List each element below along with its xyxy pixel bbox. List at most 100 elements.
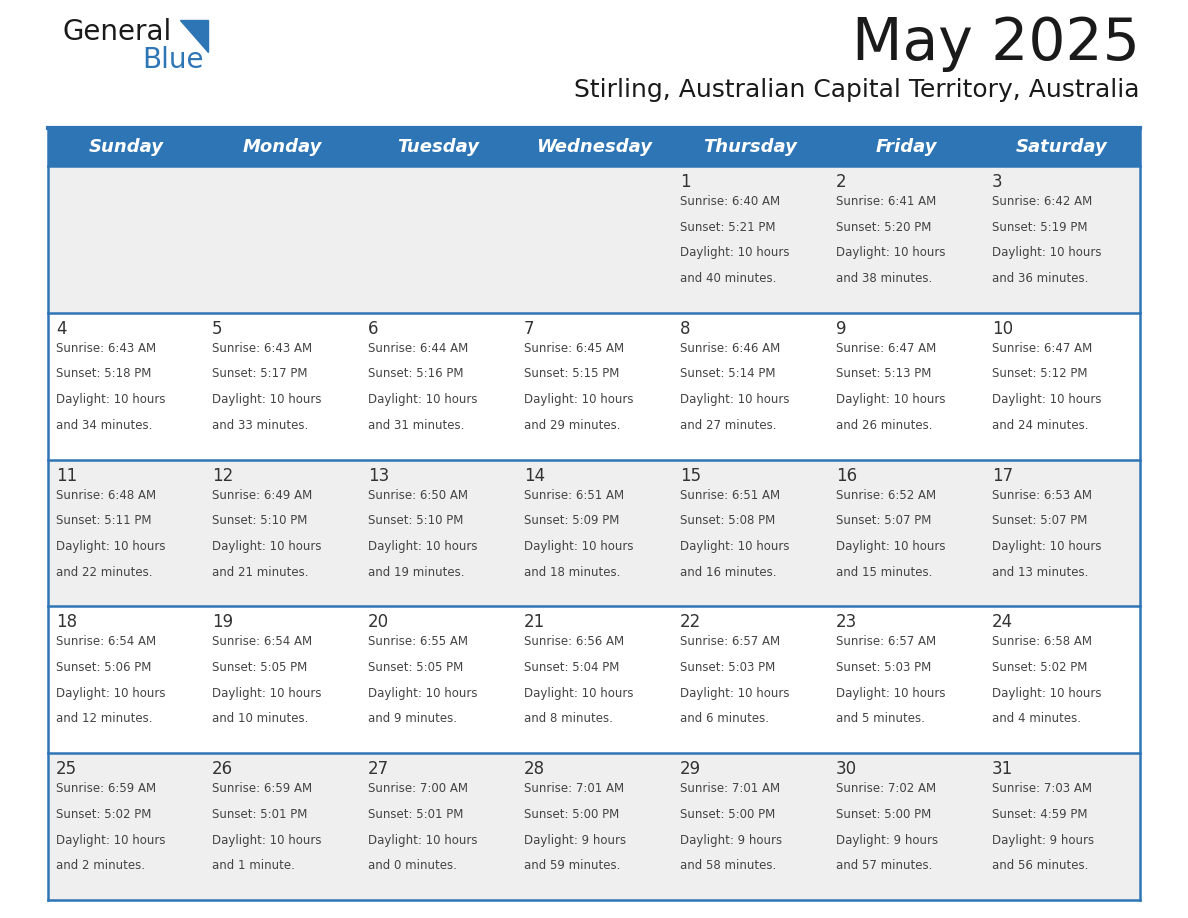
Text: Sunrise: 6:46 AM: Sunrise: 6:46 AM: [680, 341, 781, 354]
Text: and 21 minutes.: and 21 minutes.: [211, 565, 309, 578]
Polygon shape: [181, 20, 208, 52]
Text: Sunset: 5:05 PM: Sunset: 5:05 PM: [211, 661, 308, 674]
Text: Sunset: 5:20 PM: Sunset: 5:20 PM: [836, 220, 931, 234]
Text: and 13 minutes.: and 13 minutes.: [992, 565, 1088, 578]
Text: Daylight: 10 hours: Daylight: 10 hours: [211, 540, 322, 553]
Text: Sunrise: 7:00 AM: Sunrise: 7:00 AM: [368, 782, 468, 795]
Text: Daylight: 10 hours: Daylight: 10 hours: [680, 687, 790, 700]
Text: 19: 19: [211, 613, 233, 632]
Text: Sunset: 5:17 PM: Sunset: 5:17 PM: [211, 367, 308, 380]
Text: and 16 minutes.: and 16 minutes.: [680, 565, 777, 578]
Text: Sunset: 5:06 PM: Sunset: 5:06 PM: [56, 661, 151, 674]
Text: Daylight: 10 hours: Daylight: 10 hours: [992, 687, 1101, 700]
Text: 20: 20: [368, 613, 390, 632]
Text: Sunset: 5:00 PM: Sunset: 5:00 PM: [836, 808, 931, 821]
Text: 26: 26: [211, 760, 233, 778]
Text: Sunrise: 6:42 AM: Sunrise: 6:42 AM: [992, 195, 1092, 208]
Text: Daylight: 9 hours: Daylight: 9 hours: [524, 834, 626, 846]
Text: 28: 28: [524, 760, 545, 778]
Text: 24: 24: [992, 613, 1013, 632]
Text: and 22 minutes.: and 22 minutes.: [56, 565, 152, 578]
Text: and 18 minutes.: and 18 minutes.: [524, 565, 620, 578]
Text: 10: 10: [992, 319, 1013, 338]
Text: Sunset: 5:04 PM: Sunset: 5:04 PM: [524, 661, 619, 674]
Text: Sunset: 5:15 PM: Sunset: 5:15 PM: [524, 367, 619, 380]
Text: General: General: [62, 18, 171, 46]
Text: May 2025: May 2025: [852, 15, 1140, 72]
Text: Daylight: 10 hours: Daylight: 10 hours: [211, 687, 322, 700]
Text: Sunset: 4:59 PM: Sunset: 4:59 PM: [992, 808, 1087, 821]
Text: Sunrise: 6:43 AM: Sunrise: 6:43 AM: [56, 341, 156, 354]
Text: and 15 minutes.: and 15 minutes.: [836, 565, 933, 578]
Text: Sunrise: 6:47 AM: Sunrise: 6:47 AM: [836, 341, 936, 354]
Text: Sunset: 5:21 PM: Sunset: 5:21 PM: [680, 220, 776, 234]
Text: 13: 13: [368, 466, 390, 485]
Text: 11: 11: [56, 466, 77, 485]
Text: Sunrise: 6:59 AM: Sunrise: 6:59 AM: [211, 782, 312, 795]
Text: Blue: Blue: [143, 46, 203, 74]
Bar: [48, 128, 1140, 166]
Bar: [48, 313, 1140, 460]
Text: and 56 minutes.: and 56 minutes.: [992, 859, 1088, 872]
Text: 27: 27: [368, 760, 390, 778]
Text: Sunset: 5:13 PM: Sunset: 5:13 PM: [836, 367, 931, 380]
Text: Sunrise: 6:50 AM: Sunrise: 6:50 AM: [368, 488, 468, 501]
Text: Daylight: 10 hours: Daylight: 10 hours: [836, 393, 946, 406]
Bar: [48, 607, 1140, 753]
Text: Sunset: 5:12 PM: Sunset: 5:12 PM: [992, 367, 1087, 380]
Text: and 58 minutes.: and 58 minutes.: [680, 859, 776, 872]
Text: Daylight: 10 hours: Daylight: 10 hours: [368, 834, 478, 846]
Text: Sunset: 5:00 PM: Sunset: 5:00 PM: [524, 808, 619, 821]
Text: Sunrise: 6:44 AM: Sunrise: 6:44 AM: [368, 341, 468, 354]
Text: Sunset: 5:03 PM: Sunset: 5:03 PM: [836, 661, 931, 674]
Text: Sunrise: 6:47 AM: Sunrise: 6:47 AM: [992, 341, 1092, 354]
Text: Sunrise: 6:57 AM: Sunrise: 6:57 AM: [836, 635, 936, 648]
Text: Sunset: 5:08 PM: Sunset: 5:08 PM: [680, 514, 776, 527]
Text: 25: 25: [56, 760, 77, 778]
Text: Sunset: 5:19 PM: Sunset: 5:19 PM: [992, 220, 1087, 234]
Text: Sunset: 5:01 PM: Sunset: 5:01 PM: [368, 808, 463, 821]
Text: 3: 3: [992, 173, 1003, 191]
Text: Daylight: 10 hours: Daylight: 10 hours: [211, 393, 322, 406]
Text: and 24 minutes.: and 24 minutes.: [992, 419, 1088, 431]
Text: 8: 8: [680, 319, 690, 338]
Text: Sunset: 5:00 PM: Sunset: 5:00 PM: [680, 808, 776, 821]
Text: Sunrise: 6:56 AM: Sunrise: 6:56 AM: [524, 635, 624, 648]
Text: Daylight: 10 hours: Daylight: 10 hours: [368, 687, 478, 700]
Text: Sunset: 5:05 PM: Sunset: 5:05 PM: [368, 661, 463, 674]
Text: and 40 minutes.: and 40 minutes.: [680, 272, 777, 285]
Text: Friday: Friday: [876, 138, 937, 156]
Bar: [48, 460, 1140, 607]
Text: Sunset: 5:02 PM: Sunset: 5:02 PM: [992, 661, 1087, 674]
Text: Daylight: 10 hours: Daylight: 10 hours: [524, 393, 633, 406]
Text: Saturday: Saturday: [1016, 138, 1108, 156]
Text: and 4 minutes.: and 4 minutes.: [992, 712, 1081, 725]
Text: Sunrise: 7:03 AM: Sunrise: 7:03 AM: [992, 782, 1092, 795]
Text: Daylight: 10 hours: Daylight: 10 hours: [992, 246, 1101, 260]
Text: and 6 minutes.: and 6 minutes.: [680, 712, 769, 725]
Text: Daylight: 10 hours: Daylight: 10 hours: [368, 393, 478, 406]
Text: and 5 minutes.: and 5 minutes.: [836, 712, 925, 725]
Text: and 8 minutes.: and 8 minutes.: [524, 712, 613, 725]
Text: Sunset: 5:07 PM: Sunset: 5:07 PM: [836, 514, 931, 527]
Text: Sunday: Sunday: [88, 138, 164, 156]
Text: Sunset: 5:09 PM: Sunset: 5:09 PM: [524, 514, 619, 527]
Text: Sunset: 5:14 PM: Sunset: 5:14 PM: [680, 367, 776, 380]
Text: Sunrise: 6:55 AM: Sunrise: 6:55 AM: [368, 635, 468, 648]
Text: Sunset: 5:03 PM: Sunset: 5:03 PM: [680, 661, 776, 674]
Text: 17: 17: [992, 466, 1013, 485]
Text: Sunrise: 6:43 AM: Sunrise: 6:43 AM: [211, 341, 312, 354]
Text: Daylight: 10 hours: Daylight: 10 hours: [836, 540, 946, 553]
Text: and 36 minutes.: and 36 minutes.: [992, 272, 1088, 285]
Text: and 10 minutes.: and 10 minutes.: [211, 712, 309, 725]
Text: Sunrise: 6:57 AM: Sunrise: 6:57 AM: [680, 635, 781, 648]
Text: Sunrise: 6:49 AM: Sunrise: 6:49 AM: [211, 488, 312, 501]
Text: Daylight: 10 hours: Daylight: 10 hours: [992, 393, 1101, 406]
Text: and 57 minutes.: and 57 minutes.: [836, 859, 933, 872]
Text: 14: 14: [524, 466, 545, 485]
Text: 16: 16: [836, 466, 857, 485]
Text: and 19 minutes.: and 19 minutes.: [368, 565, 465, 578]
Text: Sunrise: 7:02 AM: Sunrise: 7:02 AM: [836, 782, 936, 795]
Text: 12: 12: [211, 466, 233, 485]
Text: and 59 minutes.: and 59 minutes.: [524, 859, 620, 872]
